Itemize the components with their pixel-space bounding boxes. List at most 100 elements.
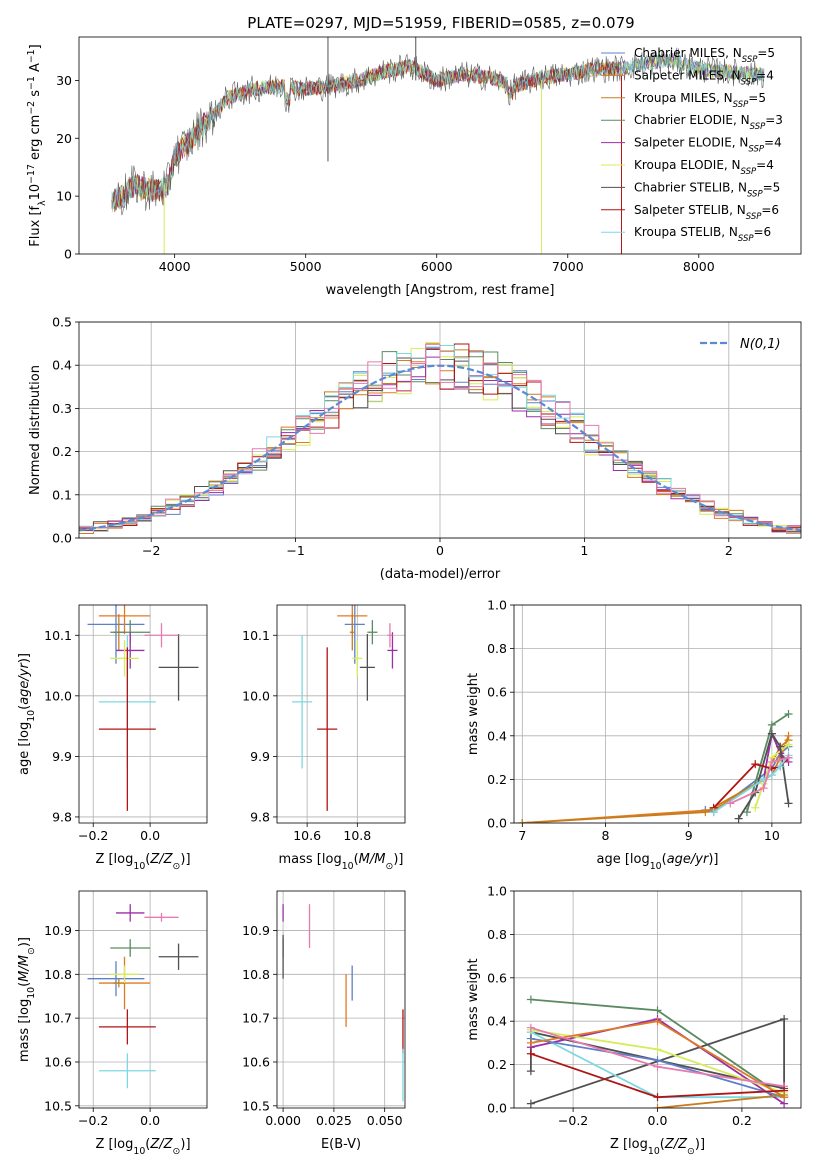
y-tick-label: 10.0 <box>242 688 270 703</box>
y-tick-label: 10.5 <box>44 1098 72 1113</box>
label-part: mass [log <box>279 852 342 867</box>
y-tick-label: 0.8 <box>487 927 507 942</box>
massweight-vs-Z-plot: −0.2 0.0 0.2 0.0 0.2 0.4 0.6 0.8 1.0 Z [log10(Z/Z… <box>466 884 802 1157</box>
y-tick-label: 0.0 <box>487 1101 507 1116</box>
y-tick-label: 10.1 <box>242 628 270 643</box>
weight-marker <box>653 1062 662 1071</box>
legend-entry: Chabrier MILES, NSSP=5 <box>634 46 775 65</box>
x-tick-label: 0.0 <box>648 1113 668 1128</box>
legend-sub: SSP <box>741 77 757 87</box>
weight-marker <box>726 799 735 808</box>
y-tick-label: 0.4 <box>52 358 72 373</box>
legend-entry: Chabrier STELIB, NSSP=5 <box>634 180 780 199</box>
legend-sub: SSP <box>750 122 766 132</box>
label-part: 10 <box>133 1146 145 1157</box>
legend-text: Chabrier ELODIE, N <box>634 113 750 127</box>
weight-marker <box>526 1023 535 1032</box>
label-part: Z/Z <box>149 1137 173 1152</box>
age-vs-mass-plot: 10.6 10.8 9.8 9.9 10.0 10.1 mass [log10(M/M⊙)] <box>242 604 406 872</box>
legend-end: =4 <box>756 158 774 172</box>
x-tick-label: 0 <box>436 543 444 558</box>
axes-frame <box>276 604 406 824</box>
spectrum-line <box>111 53 765 209</box>
legend-text: Chabrier STELIB, N <box>634 180 747 194</box>
weight-marker <box>526 1038 535 1047</box>
weight-marker <box>526 1099 535 1108</box>
label-part: ( <box>145 1137 150 1152</box>
weight-marker <box>701 808 710 817</box>
y-tick-label: 0.4 <box>487 728 507 743</box>
weight-marker <box>767 729 776 738</box>
y-tick-label: 1.0 <box>487 598 507 613</box>
y-tick-label: 10.6 <box>44 1054 72 1069</box>
label-part: ( <box>17 705 32 710</box>
x-tick-label: 6000 <box>421 259 453 274</box>
weight-marker <box>526 995 535 1004</box>
legend-sub: SSP <box>741 167 757 177</box>
x-tick-label: 0.000 <box>265 1113 301 1128</box>
label-part: ( <box>354 852 359 867</box>
label-part: Z [log <box>95 1137 133 1152</box>
legend-end: =3 <box>765 113 783 127</box>
axis-label: mass [log10(M/M⊙)] <box>279 852 404 872</box>
weight-marker <box>759 784 768 793</box>
y-tick-label: 10.8 <box>242 967 270 982</box>
label-part: Z/Z <box>664 1137 688 1152</box>
legend-entry: Kroupa MILES, NSSP=5 <box>634 91 766 110</box>
label-part: )] <box>695 1137 705 1152</box>
label-part: Z/Z <box>149 852 173 867</box>
weight-marker <box>784 799 793 808</box>
x-tick-label: 0.025 <box>316 1113 352 1128</box>
weight-lines <box>518 710 793 823</box>
label-part: A <box>28 63 43 76</box>
legend-text: Chabrier MILES, N <box>634 46 742 60</box>
x-tick-label: 1 <box>580 543 588 558</box>
weight-marker <box>767 771 776 780</box>
x-tick-label: 10 <box>764 828 780 843</box>
label-part: M/M <box>17 955 32 982</box>
label-part: ⊙ <box>173 1146 181 1157</box>
weight-marker <box>653 1093 662 1102</box>
legend-entry: Salpeter STELIB, NSSP=6 <box>634 203 779 222</box>
weight-series <box>762 730 790 780</box>
legend-text: Kroupa ELODIE, N <box>634 158 741 172</box>
axis-label: age [log10(age/yr)] <box>17 653 37 775</box>
y-tick-label: 10.7 <box>242 1011 270 1026</box>
weight-marker <box>526 1067 535 1076</box>
weight-series <box>522 739 790 823</box>
x-tick-label: −1 <box>286 543 304 558</box>
y-tick-label: 0.8 <box>487 641 507 656</box>
legend-text: Salpeter ELODIE, N <box>634 136 748 150</box>
weight-marker <box>653 1045 662 1054</box>
label-part: age/yr <box>17 661 32 704</box>
label-part: 10 <box>26 710 37 722</box>
x-tick-label: 0.0 <box>140 1113 160 1128</box>
label-part: 10 <box>133 861 145 872</box>
spectrum-line <box>111 47 765 216</box>
x-tick-label: 0.2 <box>732 1113 752 1128</box>
spectrum-line <box>111 53 765 213</box>
y-axis-label: mass weight <box>466 673 481 755</box>
y-tick-label: 0.2 <box>52 444 72 459</box>
label-part: 10 <box>342 861 354 872</box>
age-vs-Z-plot: −0.2 0.09.89.910.010.1Z [log10(Z/Z⊙)]age … <box>17 604 208 872</box>
y-tick-label: 0.5 <box>52 315 72 330</box>
errorbars <box>292 605 398 811</box>
legend-entry: Salpeter MILES, NSSP=4 <box>634 68 774 87</box>
axis-label: Z [log10(Z/Z⊙)] <box>95 1137 190 1157</box>
axes-frame <box>78 321 802 539</box>
histogram-plot: −2 −1 0 1 2 0.0 0.1 0.2 0.3 0.4 0.5 (data-model)/er… <box>28 315 802 582</box>
histogram-series <box>79 343 801 534</box>
label-part: ⊙ <box>26 947 37 955</box>
weight-marker <box>780 1090 789 1099</box>
y-tick-label: 20 <box>56 131 72 146</box>
label-part: erg cm <box>28 115 43 164</box>
x-tick-label: 10.6 <box>293 828 321 843</box>
legend-sub: SSP <box>738 234 754 244</box>
x-tick-label: 10.8 <box>343 828 371 843</box>
spectrum-line <box>111 59 621 207</box>
weight-marker <box>776 762 785 771</box>
y-tick-label: 10.9 <box>242 923 270 938</box>
